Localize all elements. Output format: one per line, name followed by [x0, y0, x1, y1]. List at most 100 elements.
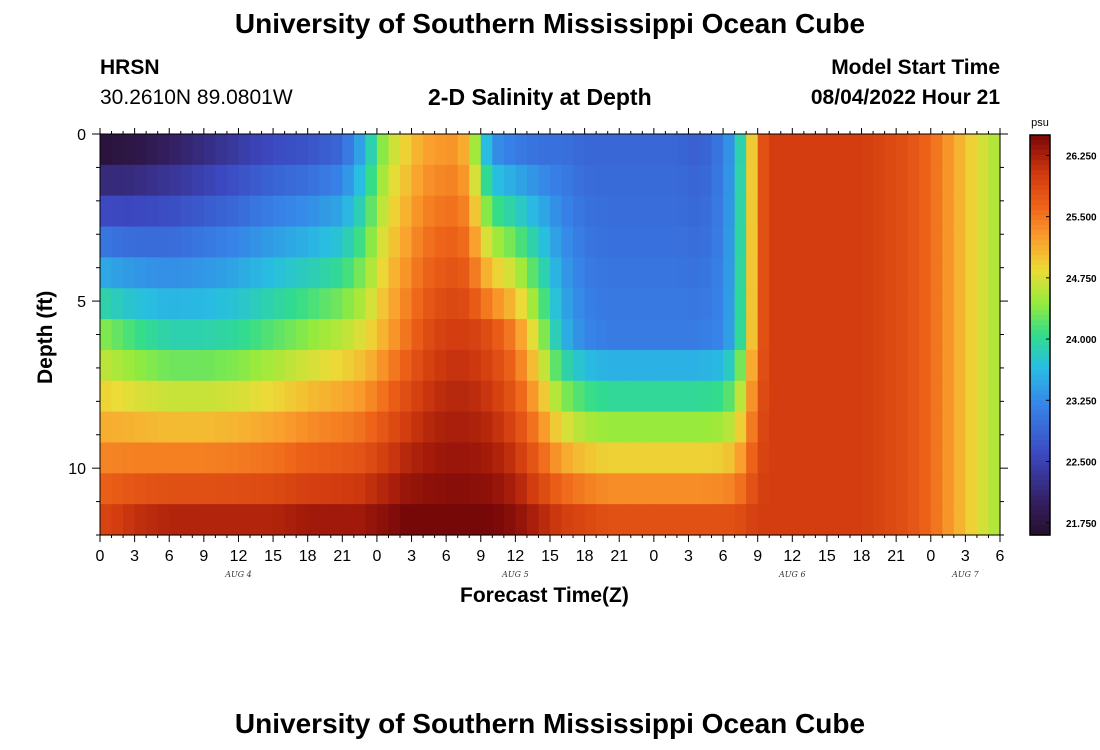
heatmap-cell: [307, 380, 320, 413]
heatmap-cell: [203, 164, 216, 197]
heatmap-cell: [100, 257, 113, 289]
heatmap-cell: [780, 380, 793, 413]
heatmap-cell: [930, 504, 943, 536]
x-tick-label: 6: [719, 548, 728, 565]
heatmap-cell: [792, 226, 805, 258]
heatmap-cell: [296, 195, 309, 228]
heatmap-cell: [203, 380, 216, 413]
heatmap-cell: [457, 134, 470, 166]
heatmap-cell: [157, 195, 170, 228]
heatmap-cell: [400, 257, 413, 289]
heatmap-cell: [780, 195, 793, 228]
heatmap-cell: [111, 349, 124, 382]
colorbar-segment: [1030, 380, 1050, 386]
heatmap-cell: [296, 504, 309, 536]
heatmap-cell: [619, 134, 632, 166]
heatmap-cell: [942, 411, 955, 444]
heatmap-cell: [411, 288, 424, 320]
station-coords: 30.2610N 89.0801W: [100, 86, 293, 109]
heatmap-cell: [446, 473, 459, 505]
heatmap-cell: [250, 380, 263, 413]
heatmap-cell: [365, 288, 378, 320]
colorbar-segment: [1030, 190, 1050, 196]
colorbar: psu 26.250 25.500 24.750 24.000 23.250 22.500 2…: [1029, 117, 1097, 536]
colorbar-segment: [1030, 425, 1050, 431]
heatmap-cell: [861, 442, 874, 474]
heatmap-cell: [526, 288, 540, 320]
heatmap-cell: [930, 288, 943, 320]
heatmap-cell: [896, 164, 909, 197]
heatmap-cell: [434, 473, 447, 505]
x-tick-label: 12: [506, 548, 524, 565]
heatmap-cell: [723, 195, 736, 228]
heatmap-cell: [388, 226, 401, 258]
heatmap-cell: [561, 134, 574, 166]
heatmap-cell: [873, 380, 886, 413]
heatmap-cell: [492, 504, 505, 536]
heatmap-cell: [376, 195, 390, 228]
heatmap-cell: [226, 195, 240, 228]
heatmap-cell: [434, 257, 447, 289]
heatmap-cell: [988, 411, 1001, 444]
heatmap-cell: [919, 164, 932, 197]
heatmap-cell: [123, 195, 136, 228]
colorbar-segment: [1030, 135, 1050, 141]
heatmap-cell: [746, 195, 759, 228]
heatmap-cell: [169, 226, 182, 258]
heatmap-cell: [526, 380, 540, 413]
colorbar-segment: [1030, 300, 1050, 306]
colorbar-segment: [1030, 320, 1050, 326]
heatmap-cell: [203, 226, 216, 258]
heatmap-cell: [769, 226, 782, 258]
heatmap-cell: [711, 349, 724, 382]
heatmap-cell: [665, 288, 678, 320]
heatmap-cell: [861, 195, 874, 228]
heatmap-cell: [792, 288, 805, 320]
heatmap-cell: [907, 257, 920, 289]
heatmap-cell: [930, 442, 943, 474]
heatmap-cell: [607, 349, 620, 382]
heatmap-cell: [411, 164, 424, 197]
heatmap-cell: [803, 226, 816, 258]
heatmap-cell: [711, 257, 724, 289]
heatmap-cell: [815, 411, 828, 444]
heatmap-cell: [330, 134, 343, 166]
heatmap-cell: [873, 319, 886, 351]
heatmap-cell: [296, 288, 309, 320]
heatmap-cell: [550, 442, 563, 474]
heatmap-cell: [423, 257, 436, 289]
colorbar-tick-label: 21.750: [1066, 519, 1097, 530]
heatmap-cell: [884, 411, 897, 444]
heatmap-cell: [850, 319, 863, 351]
heatmap-cell: [365, 319, 378, 351]
heatmap-cell: [180, 164, 193, 197]
colorbar-segment: [1030, 275, 1050, 281]
heatmap-cell: [169, 164, 182, 197]
heatmap-cell: [884, 134, 897, 166]
heatmap-cell: [411, 473, 424, 505]
heatmap-cell: [261, 411, 274, 444]
heatmap-cell: [815, 226, 828, 258]
heatmap-cell: [180, 288, 193, 320]
heatmap-cell: [861, 504, 874, 536]
heatmap-cell: [503, 411, 516, 444]
heatmap-cell: [238, 195, 251, 228]
heatmap-cell: [192, 442, 205, 474]
heatmap-cell: [873, 226, 886, 258]
colorbar-segment: [1030, 435, 1050, 441]
heatmap-cell: [838, 257, 851, 289]
heatmap-cell: [596, 442, 609, 474]
heatmap-cell: [342, 319, 355, 351]
heatmap-cell: [515, 349, 528, 382]
heatmap-cell: [976, 134, 990, 166]
heatmap-cell: [100, 319, 113, 351]
heatmap-cell: [238, 442, 251, 474]
heatmap-cell: [803, 164, 816, 197]
heatmap-cell: [319, 195, 332, 228]
colorbar-segment: [1030, 175, 1050, 181]
heatmap-cell: [630, 411, 643, 444]
heatmap-cell: [757, 380, 770, 413]
heatmap-cell: [573, 134, 586, 166]
heatmap-cell: [596, 164, 609, 197]
heatmap-cell: [307, 257, 320, 289]
